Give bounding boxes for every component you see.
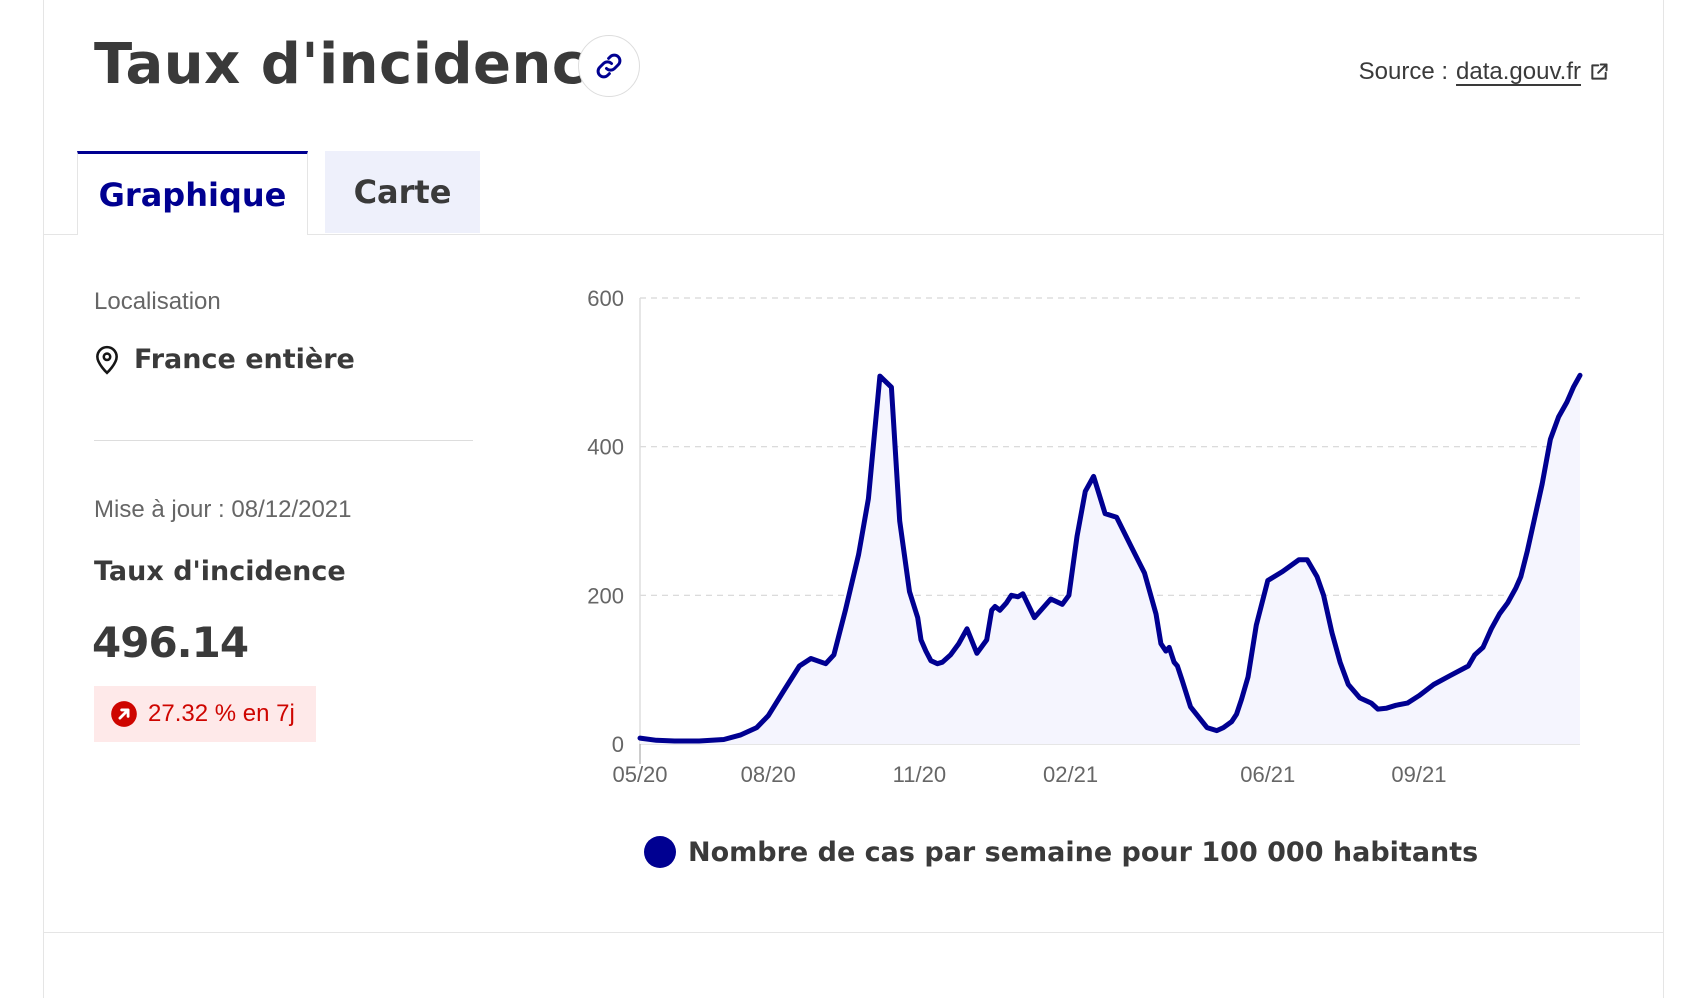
source-prefix: Source :	[1358, 58, 1449, 85]
incidence-chart: 0 200 400 600 05/20 08/20 11/20 02/21 06/21 09/21	[587, 286, 1583, 787]
metric-value: 496.14	[92, 618, 249, 667]
y-tick-label-1: 200	[587, 583, 624, 608]
trend-text: 27.32 % en 7j	[148, 700, 295, 727]
series-line	[637, 372, 1583, 744]
bottom-divider	[43, 932, 1664, 933]
location-selector[interactable]: France entière	[94, 344, 355, 375]
x-tick-label-5: 09/21	[1391, 762, 1446, 787]
x-tick-label-1: 08/20	[741, 762, 796, 787]
external-link-icon	[1591, 63, 1608, 80]
link-icon	[596, 53, 622, 79]
x-tick-label-2: 11/20	[893, 762, 946, 787]
trend-badge: 27.32 % en 7j	[94, 686, 316, 742]
legend-swatch	[644, 836, 676, 868]
update-date: Mise à jour : 08/12/2021	[94, 496, 352, 523]
page-title: Taux d'incidence	[94, 32, 625, 97]
tab-graphique[interactable]: Graphique	[77, 151, 308, 235]
location-value: France entière	[134, 344, 355, 375]
metric-label: Taux d'incidence	[94, 556, 346, 587]
location-label: Localisation	[94, 288, 221, 315]
y-tick-label-2: 400	[587, 435, 624, 460]
tab-divider	[43, 234, 1664, 235]
y-tick-label-0: 0	[612, 732, 624, 757]
arrow-up-right-circle-icon	[111, 701, 137, 727]
chart-legend: Nombre de cas par semaine pour 100 000 h…	[644, 836, 1478, 868]
source-link-label: data.gouv.fr	[1456, 58, 1581, 85]
map-pin-icon	[96, 345, 118, 375]
tab-carte[interactable]: Carte	[325, 151, 480, 233]
series-area	[640, 375, 1580, 744]
source: Source : data.gouv.fr	[1359, 58, 1609, 86]
legend-label: Nombre de cas par semaine pour 100 000 h…	[688, 836, 1479, 868]
source-link[interactable]: data.gouv.fr	[1456, 58, 1609, 86]
x-tick-label-3: 02/21	[1043, 762, 1098, 787]
content-card	[43, 0, 1664, 998]
x-tick-label-0: 05/20	[612, 762, 667, 787]
sidebar-divider	[94, 440, 473, 441]
y-tick-label-3: 600	[587, 286, 624, 311]
copy-link-button[interactable]	[578, 35, 640, 97]
x-tick-label-4: 06/21	[1240, 762, 1295, 787]
